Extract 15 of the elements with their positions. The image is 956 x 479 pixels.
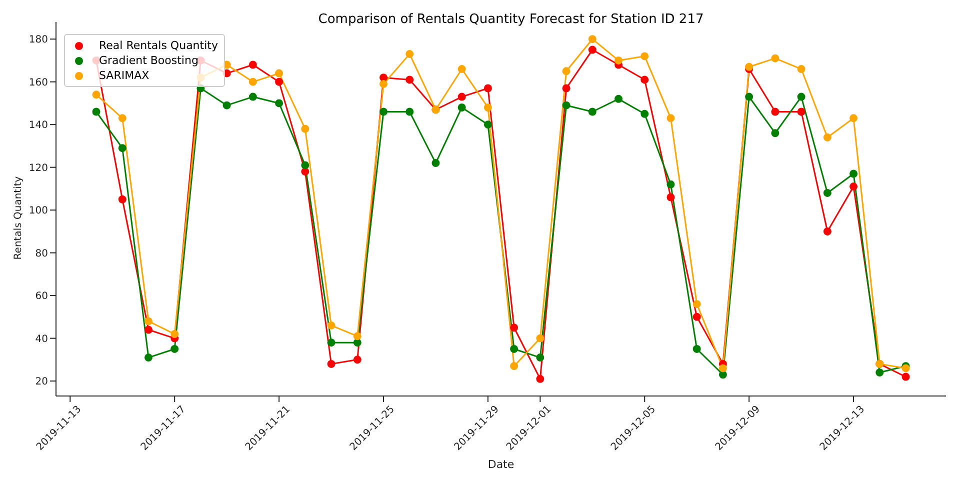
y-tick-label: 80 [35, 248, 48, 260]
chart-title: Comparison of Rentals Quantity Forecast for Station ID 217 [317, 12, 705, 27]
y-tick-label: 140 [28, 120, 48, 132]
y-tick-label: 180 [28, 34, 48, 46]
y-tick-label: 20 [35, 376, 48, 388]
y-tick-label: 100 [28, 206, 48, 217]
legend-label: Real Rentals Quantity [99, 38, 218, 53]
x-axis-title: Date [488, 458, 514, 471]
y-axis-title: Rentals Quantity [13, 176, 24, 260]
legend-label: SARIMAX [99, 68, 150, 83]
y-tick-label: 40 [35, 334, 48, 345]
y-tick-label: 120 [28, 162, 48, 174]
y-tick-label: 60 [35, 291, 48, 302]
legend-label: Gradient Boosting [99, 53, 198, 68]
y-tick-label: 160 [28, 77, 48, 88]
